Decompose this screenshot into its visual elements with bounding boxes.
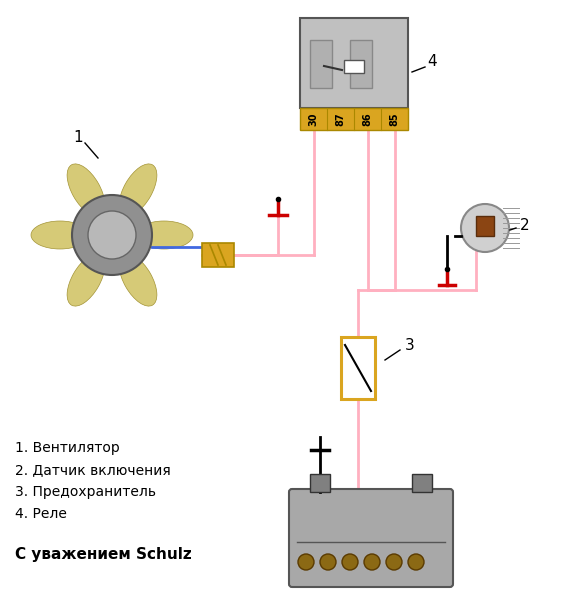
Bar [300, 108, 408, 130]
Text: 4: 4 [427, 54, 437, 70]
Bar [341, 337, 375, 399]
Bar [310, 40, 332, 88]
Text: 2: 2 [520, 217, 530, 233]
Circle shape [342, 554, 358, 570]
Text: 4. Реле: 4. Реле [15, 507, 67, 521]
Text: 2. Датчик включения: 2. Датчик включения [15, 463, 171, 477]
Bar [202, 243, 234, 267]
Text: 87: 87 [336, 112, 345, 126]
Ellipse shape [31, 221, 89, 249]
Ellipse shape [119, 164, 157, 216]
Text: С уважением Schulz: С уважением Schulz [15, 547, 192, 561]
Bar [476, 216, 494, 236]
Circle shape [320, 554, 336, 570]
Bar [344, 60, 364, 73]
Text: 1. Вентилятор: 1. Вентилятор [15, 441, 120, 455]
Circle shape [461, 204, 509, 252]
FancyBboxPatch shape [289, 489, 453, 587]
Circle shape [88, 211, 136, 259]
Circle shape [364, 554, 380, 570]
Text: 30: 30 [308, 112, 319, 125]
Text: 1: 1 [73, 130, 83, 146]
Circle shape [408, 554, 424, 570]
Bar [350, 40, 372, 88]
Bar [310, 474, 330, 492]
Ellipse shape [135, 221, 193, 249]
Text: 85: 85 [390, 112, 399, 126]
Text: 3: 3 [405, 337, 415, 353]
Ellipse shape [67, 164, 105, 216]
Circle shape [72, 195, 152, 275]
Bar [300, 18, 408, 108]
Ellipse shape [67, 254, 105, 306]
Circle shape [386, 554, 402, 570]
Text: 3. Предохранитель: 3. Предохранитель [15, 485, 156, 499]
Bar [412, 474, 432, 492]
Ellipse shape [119, 254, 157, 306]
Text: 86: 86 [363, 112, 372, 126]
Circle shape [298, 554, 314, 570]
